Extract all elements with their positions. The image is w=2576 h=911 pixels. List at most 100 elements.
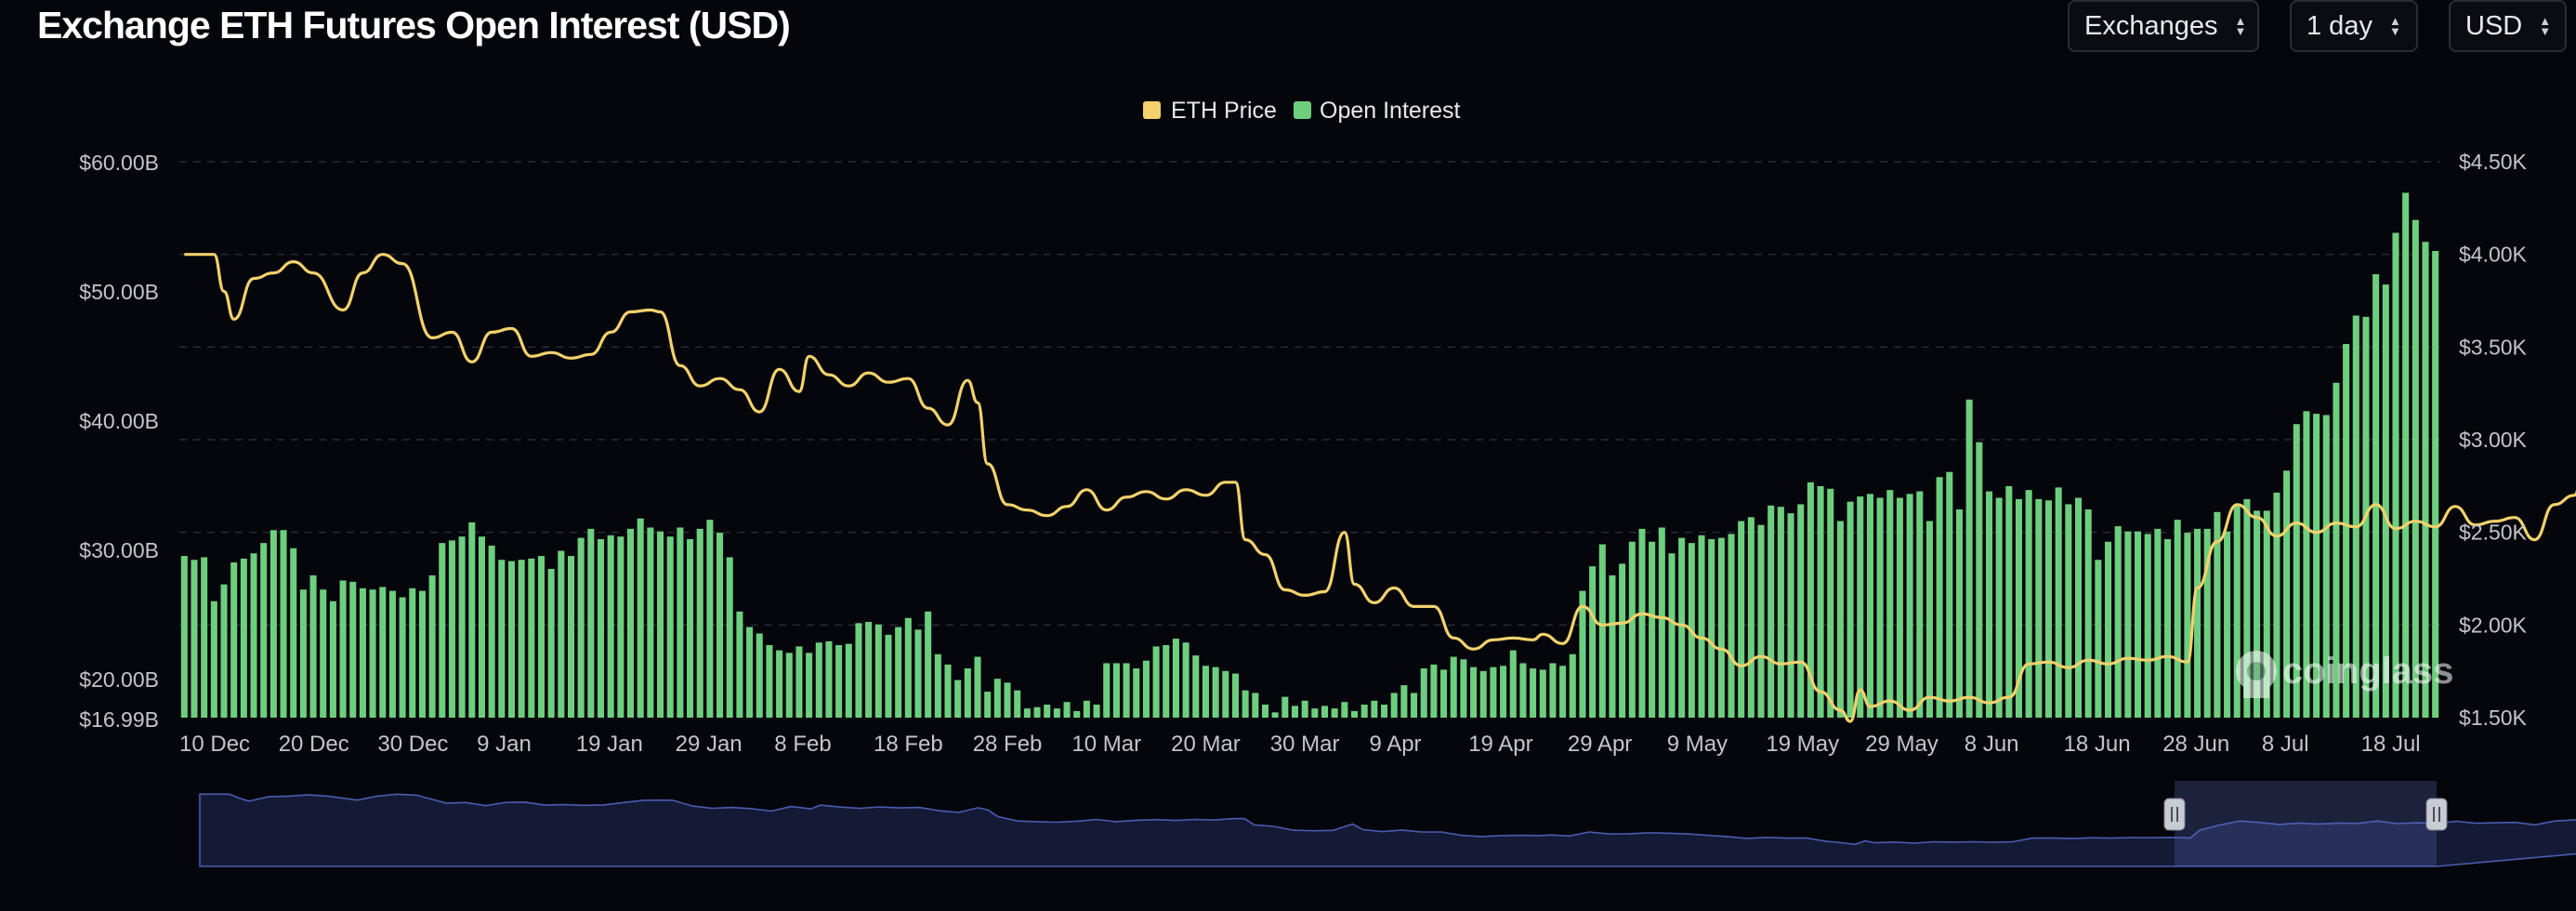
oi-bar[interactable]	[1172, 639, 1179, 718]
oi-bar[interactable]	[1411, 693, 1418, 718]
oi-bar[interactable]	[1004, 682, 1011, 718]
oi-bar[interactable]	[1271, 712, 1279, 718]
oi-bar[interactable]	[1827, 488, 1834, 718]
oi-bar[interactable]	[835, 645, 843, 718]
legend-label-open-interest[interactable]: Open Interest	[1320, 98, 1461, 124]
oi-bar[interactable]	[1995, 497, 2003, 719]
oi-bar[interactable]	[1728, 534, 1735, 718]
oi-bar[interactable]	[1817, 485, 1824, 718]
oi-bar[interactable]	[598, 538, 605, 718]
oi-bar[interactable]	[1063, 702, 1071, 718]
oi-bar[interactable]	[1460, 659, 1467, 718]
oi-bar[interactable]	[299, 589, 307, 718]
oi-bar[interactable]	[1163, 645, 1170, 718]
oi-bar[interactable]	[1866, 494, 1873, 718]
oi-bar[interactable]	[587, 528, 595, 718]
oi-bar[interactable]	[1321, 706, 1329, 718]
oi-bar[interactable]	[677, 527, 684, 718]
oi-bar[interactable]	[2412, 219, 2419, 718]
oi-bar[interactable]	[448, 540, 455, 718]
oi-bar[interactable]	[2105, 541, 2112, 718]
oi-bar[interactable]	[269, 530, 277, 718]
oi-bar[interactable]	[2164, 538, 2172, 718]
oi-bar[interactable]	[706, 520, 714, 718]
oi-bar[interactable]	[1331, 708, 1338, 718]
oi-bar[interactable]	[537, 556, 545, 718]
oi-bar[interactable]	[518, 560, 525, 718]
oi-bar[interactable]	[1252, 693, 1259, 718]
oi-bar[interactable]	[409, 588, 416, 718]
oi-bar[interactable]	[1341, 702, 1348, 718]
oi-bar[interactable]	[577, 537, 585, 718]
oi-bar[interactable]	[2333, 382, 2340, 718]
oi-bar[interactable]	[1965, 399, 1973, 718]
oi-bar[interactable]	[1698, 535, 1705, 718]
oi-bar[interactable]	[1916, 491, 1924, 718]
oi-bar[interactable]	[1083, 700, 1090, 718]
oi-bar[interactable]	[1509, 650, 1517, 718]
oi-bar[interactable]	[1390, 693, 1398, 718]
oi-bar[interactable]	[1579, 590, 1586, 718]
oi-bar[interactable]	[1053, 708, 1060, 718]
oi-bar[interactable]	[2084, 509, 2092, 718]
oi-bar[interactable]	[1242, 690, 1249, 718]
oi-bar[interactable]	[1014, 690, 1021, 718]
oi-bar[interactable]	[558, 550, 565, 719]
oi-bar[interactable]	[1598, 544, 1606, 718]
oi-bar[interactable]	[1202, 666, 1209, 718]
oi-bar[interactable]	[1609, 574, 1616, 718]
oi-bar[interactable]	[399, 597, 406, 718]
oi-bar[interactable]	[2293, 424, 2300, 718]
oi-bar[interactable]	[716, 533, 724, 718]
oi-bar[interactable]	[776, 650, 783, 718]
oi-bar[interactable]	[1757, 524, 1765, 718]
oi-bar[interactable]	[2233, 505, 2241, 718]
oi-bar[interactable]	[2382, 284, 2389, 718]
oi-bar[interactable]	[507, 561, 515, 718]
oi-bar[interactable]	[696, 528, 703, 718]
oi-bar[interactable]	[934, 654, 941, 718]
oi-bar[interactable]	[1033, 706, 1041, 718]
oi-bar[interactable]	[320, 589, 327, 718]
oi-bar[interactable]	[250, 553, 257, 718]
oi-bar[interactable]	[1440, 669, 1448, 718]
oi-bar[interactable]	[1281, 696, 1289, 718]
oi-bar[interactable]	[1103, 663, 1111, 718]
oi-bar[interactable]	[230, 562, 238, 718]
oi-bar[interactable]	[339, 580, 347, 718]
oi-bar[interactable]	[1559, 666, 1567, 718]
oi-bar[interactable]	[627, 528, 635, 718]
navigator-handle-left[interactable]	[2163, 798, 2186, 831]
navigator-selection[interactable]	[2175, 781, 2437, 866]
oi-bar[interactable]	[974, 656, 981, 718]
currency-select[interactable]: USD ▲ ▼	[2449, 0, 2567, 52]
oi-bar[interactable]	[498, 560, 506, 718]
oi-bar[interactable]	[1381, 704, 1388, 718]
oi-bar[interactable]	[1886, 490, 1894, 718]
oi-bar[interactable]	[2144, 534, 2151, 718]
oi-bar[interactable]	[309, 574, 317, 718]
oi-bar[interactable]	[2055, 487, 2062, 718]
oi-bar[interactable]	[1985, 491, 1992, 718]
oi-bar[interactable]	[439, 543, 446, 718]
oi-bar[interactable]	[1112, 663, 1120, 718]
oi-bar[interactable]	[2322, 415, 2330, 718]
legend-label-eth-price[interactable]: ETH Price	[1171, 98, 1277, 124]
oi-bar[interactable]	[240, 558, 247, 718]
oi-bar[interactable]	[220, 584, 228, 718]
oi-bar[interactable]	[547, 568, 555, 718]
oi-bar[interactable]	[954, 680, 962, 718]
oi-bar[interactable]	[1044, 704, 1051, 718]
oi-bar[interactable]	[1539, 669, 1546, 718]
oi-bar[interactable]	[1847, 501, 1854, 718]
oi-bar[interactable]	[1807, 482, 1814, 718]
oi-bar[interactable]	[2194, 528, 2201, 718]
oi-bar[interactable]	[2174, 520, 2181, 718]
oi-bar[interactable]	[2154, 528, 2162, 718]
oi-bar[interactable]	[2392, 232, 2399, 719]
oi-bar[interactable]	[2214, 511, 2221, 718]
oi-bar[interactable]	[2135, 531, 2142, 718]
oi-bar[interactable]	[865, 621, 873, 718]
oi-bar[interactable]	[607, 535, 614, 718]
oi-bar[interactable]	[1450, 656, 1457, 718]
